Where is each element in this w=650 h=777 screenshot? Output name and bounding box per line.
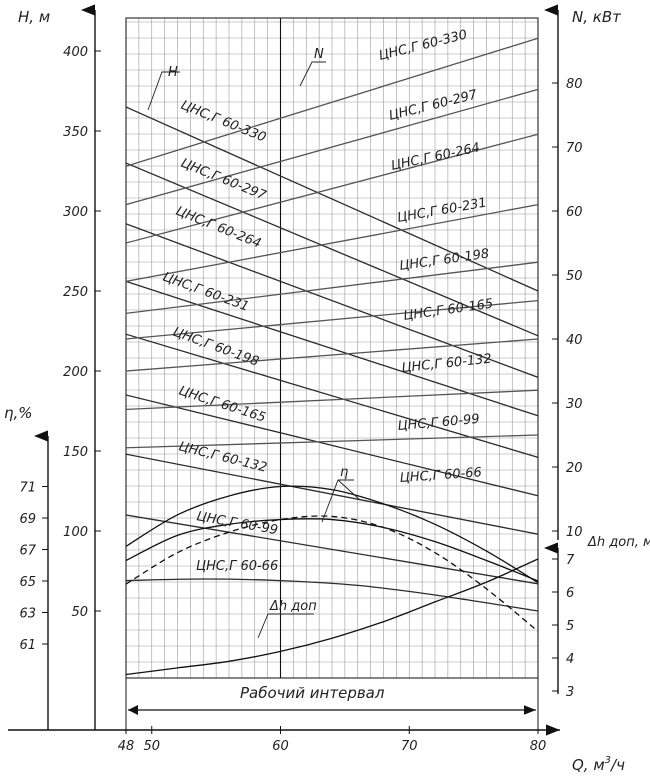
dh-marker-leader (257, 613, 314, 639)
head-curve-label: ЦНС,Г 60-198 (171, 325, 261, 370)
eta-marker: η (340, 465, 348, 480)
n-tick-label: 20 (566, 461, 583, 476)
x-tick-label: 50 (143, 739, 160, 754)
dh-tick-label: 3 (566, 685, 574, 700)
head-curve-7 (125, 514, 539, 585)
power-curve-8 (125, 434, 539, 449)
h-marker-leader (147, 71, 180, 111)
head-curve-label: ЦНС,Г 60-297 (179, 156, 269, 204)
dh-tick-label: 6 (566, 586, 574, 601)
dh-tick-label: 5 (566, 619, 574, 634)
h-tick-label: 400 (63, 45, 88, 60)
x-axis-title-tail: /ч (609, 756, 625, 774)
n-tick-label: 40 (566, 333, 583, 348)
dh-tick-label: 7 (566, 553, 575, 568)
efficiency-curve-dashed (125, 515, 539, 632)
h-tick-label: 150 (63, 445, 88, 460)
x-tick-label: 48 (118, 739, 135, 754)
power-curve-0 (125, 37, 539, 167)
dh-tick-label: 4 (566, 652, 574, 667)
power-curve-label: ЦНС,Г 60-66 (399, 465, 482, 486)
x-axis-title-main: Q, м (572, 756, 605, 774)
h-tick-label: 250 (63, 285, 88, 300)
n-tick-label: 50 (566, 269, 583, 284)
h-axis-title: H, м (18, 8, 50, 26)
eta-tick-label: 63 (19, 607, 36, 622)
eta-marker-leader-2 (337, 479, 361, 501)
n-marker: N (314, 47, 324, 62)
curve-labels: ЦНС,Г 60-330 ЦНС,Г 60-297 ЦНС,Г 60-264 ЦНС,… (147, 27, 494, 639)
power-curve-1 (125, 88, 539, 206)
interval-arrow-left (128, 705, 138, 715)
h-tick-label: 300 (63, 205, 88, 220)
h-tick-label: 200 (63, 365, 88, 380)
n-tick-label: 60 (566, 205, 583, 220)
power-curve-7 (125, 389, 539, 411)
dh-axis-title: Δh доп, м (587, 535, 650, 550)
h-tick-label: 100 (63, 525, 88, 540)
x-tick-label: 60 (272, 739, 289, 754)
x-axis-title-sup: 3 (605, 755, 611, 766)
power-curve-label: ЦНС,Г 60-330 (377, 27, 468, 63)
power-curve-5 (125, 299, 539, 340)
eta-tick-label: 65 (19, 575, 36, 590)
eta-tick-label: 71 (19, 481, 36, 496)
n-tick-label: 10 (566, 525, 583, 540)
power-curve-2 (125, 133, 539, 244)
power-curve-label: ЦНС,Г 60-165 (402, 297, 494, 324)
power-curve-label: ЦНС,Г 60-132 (401, 352, 493, 376)
eta-tick-label: 61 (19, 638, 36, 653)
n-tick-label: 30 (566, 397, 583, 412)
n-tick-label: 70 (566, 141, 583, 156)
efficiency-curve-1 (125, 518, 539, 582)
plot-frame (125, 17, 539, 679)
power-curve-6 (125, 338, 539, 372)
npsh-curve (125, 558, 539, 676)
eta-axis-title: η,% (4, 404, 33, 422)
head-curve-2 (125, 223, 539, 379)
x-tick-label: 80 (530, 739, 547, 754)
dh-marker: Δh доп (269, 599, 317, 614)
head-curve-0 (125, 106, 539, 292)
power-curve-4 (125, 261, 539, 315)
curves (125, 37, 539, 676)
eta-tick-label: 69 (19, 512, 36, 527)
power-curve-3 (125, 203, 539, 283)
h-marker: H (168, 65, 178, 80)
n-tick-label: 80 (566, 77, 583, 92)
n-axis-title: N, кВт (572, 8, 622, 26)
head-curve-label: ЦНС,Г 60-66 (196, 559, 278, 574)
power-curve-label: ЦНС,Г 60-231 (396, 195, 488, 225)
working-interval-label: Рабочий интервал (240, 684, 385, 702)
h-tick-label: 350 (63, 125, 88, 140)
power-curve-label: ЦНС,Г 60-99 (397, 412, 480, 434)
eta-tick-label: 67 (19, 544, 36, 559)
head-curve-6 (125, 453, 539, 535)
head-curve-5 (125, 394, 539, 497)
h-tick-label: 50 (71, 605, 88, 620)
x-axis-title: Q, м3/ч (572, 755, 625, 774)
power-curve-label: ЦНС,Г 60-264 (390, 140, 482, 173)
head-curve-8 (125, 578, 539, 612)
n-marker-leader (299, 61, 326, 87)
x-tick-label: 70 (401, 739, 418, 754)
efficiency-curve-0 (125, 485, 539, 584)
